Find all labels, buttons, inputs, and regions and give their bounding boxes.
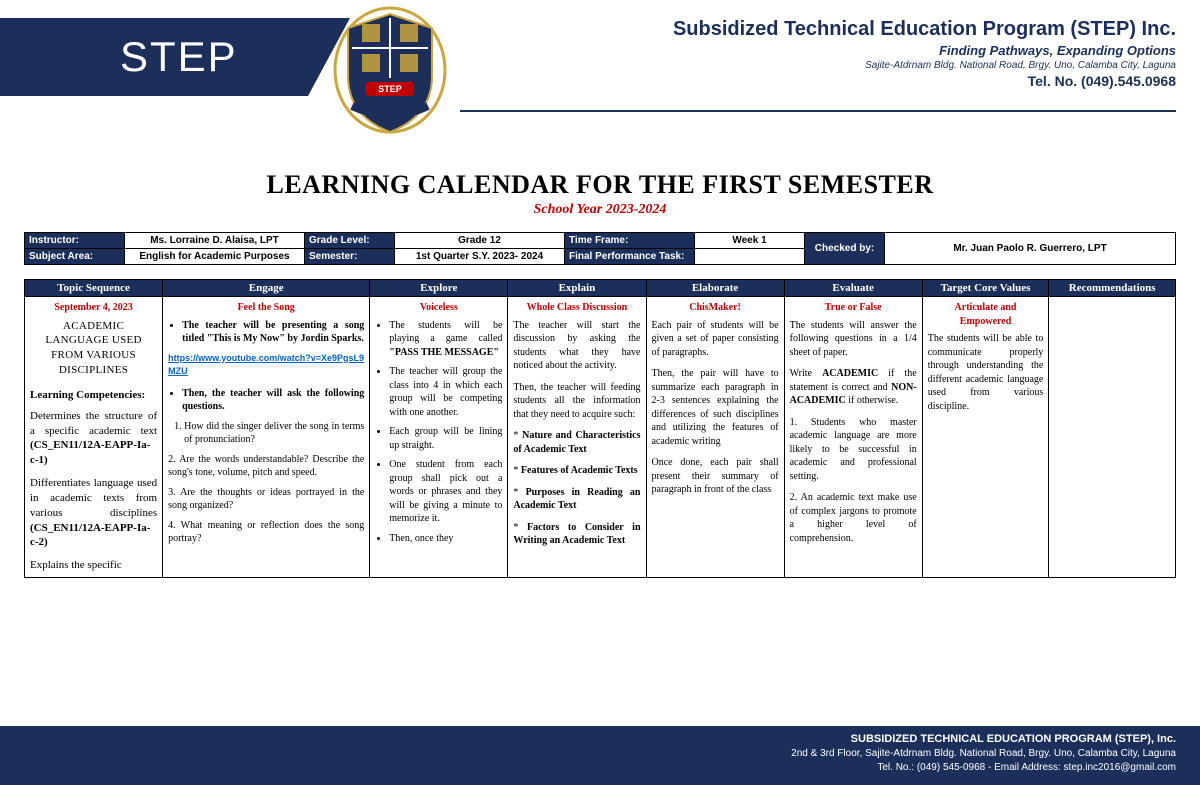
evaluate-p2: Write ACADEMIC if the statement is corre… [790,367,917,408]
explain-head: Whole Class Discussion [513,301,640,315]
col-recommendations: Recommendations [1049,280,1176,297]
col-evaluate: Evaluate [784,280,922,297]
document-title: LEARNING CALENDAR FOR THE FIRST SEMESTER [0,170,1200,200]
org-address: Sajite-Atdrnam Bldg. National Road, Brgy… [673,60,1176,71]
program-acronym: STEP [120,33,238,81]
content-header-row: Topic Sequence Engage Explore Explain El… [25,280,1176,297]
cell-evaluate: True or False The students will answer t… [784,297,922,578]
content-table: Topic Sequence Engage Explore Explain El… [24,279,1176,578]
elaborate-p3: Once done, each pair shall present their… [652,456,779,497]
label-fpt: Final Performance Task: [565,249,695,265]
cell-explore: Voiceless The students will be playing a… [370,297,508,578]
engage-q4: 4. What meaning or reflection does the s… [168,519,364,546]
topic-date: September 4, 2023 [30,301,157,315]
evaluate-q2: 2. An academic text make use of complex … [790,491,917,545]
label-checked: Checked by: [805,233,885,265]
cell-elaborate: ChisMaker! Each pair of students will be… [646,297,784,578]
cell-explain: Whole Class Discussion The teacher will … [508,297,646,578]
header-org-block: Subsidized Technical Education Program (… [673,18,1176,89]
explore-head: Voiceless [375,301,502,315]
footer-org: SUBSIDIZED TECHNICAL EDUCATION PROGRAM (… [24,732,1176,747]
explain-i3: * Purposes in Reading an Academic Text [513,486,640,513]
engage-q2: 2. Are the words understandable? Describ… [168,453,364,480]
explain-i1: * Nature and Characteristics of Academic… [513,429,640,456]
elaborate-p1: Each pair of students will be given a se… [652,319,779,360]
footer-address: 2nd & 3rd Floor, Sajite-Atdrnam Bldg. Na… [24,747,1176,761]
cell-topic: September 4, 2023 ACADEMIC LANGUAGE USED… [25,297,163,578]
org-logo: STEP [332,6,448,136]
engage-link[interactable]: https://www.youtube.com/watch?v=Xe9PgsL9… [168,353,364,377]
topic-title: ACADEMIC LANGUAGE USED FROM VARIOUS DISC… [30,319,157,378]
elaborate-head: ChisMaker! [652,301,779,315]
lc-3: Explains the specific [30,558,157,573]
explore-b4: One student from each group shall pick o… [389,458,502,526]
explain-i2: * Features of Academic Texts [513,464,640,478]
lc-2: Differentiates language used in academic… [30,476,157,550]
label-instructor: Instructor: [25,233,125,249]
value-instructor: Ms. Lorraine D. Alaisa, LPT [125,233,305,249]
value-checked: Mr. Juan Paolo R. Guerrero, LPT [885,233,1176,265]
info-table-wrap: Instructor: Ms. Lorraine D. Alaisa, LPT … [24,232,1176,265]
engage-head: Feel the Song [168,301,364,315]
page-header: STEP STEP Subsidized Technical Education… [0,0,1200,130]
org-name: Subsidized Technical Education Program (… [673,18,1176,41]
svg-text:STEP: STEP [378,84,402,94]
value-grade: Grade 12 [395,233,565,249]
value-timeframe: Week 1 [695,233,805,249]
explain-p2: Then, the teacher will feeding students … [513,381,640,422]
page-footer: SUBSIDIZED TECHNICAL EDUCATION PROGRAM (… [0,726,1200,785]
engage-bullet-1: The teacher will be presenting a song ti… [182,319,364,346]
value-fpt [695,249,805,265]
org-telephone: Tel. No. (049).545.0968 [673,73,1176,89]
content-row: September 4, 2023 ACADEMIC LANGUAGE USED… [25,297,1176,578]
cell-values: Articulate and Empowered The students wi… [922,297,1049,578]
label-timeframe: Time Frame: [565,233,695,249]
document-title-block: LEARNING CALENDAR FOR THE FIRST SEMESTER… [0,170,1200,218]
evaluate-head: True or False [790,301,917,315]
header-divider [460,110,1176,112]
col-topic: Topic Sequence [25,280,163,297]
document-subtitle: School Year 2023-2024 [0,202,1200,218]
lc-1: Determines the structure of a specific a… [30,409,157,468]
org-tagline: Finding Pathways, Expanding Options [673,43,1176,58]
evaluate-q1: 1. Students who master academic language… [790,416,917,484]
col-elaborate: Elaborate [646,280,784,297]
label-grade: Grade Level: [305,233,395,249]
cell-recommendations [1049,297,1176,578]
explore-b3: Each group will be lining up straight. [389,425,502,452]
explore-b1: The students will be playing a game call… [389,319,502,360]
col-engage: Engage [163,280,370,297]
value-semester: 1st Quarter S.Y. 2023- 2024 [395,249,565,265]
content-table-wrap: Topic Sequence Engage Explore Explain El… [24,279,1176,578]
values-head: Articulate and Empowered [928,301,1044,328]
col-values: Target Core Values [922,280,1049,297]
evaluate-p1: The students will answer the following q… [790,319,917,360]
explain-p1: The teacher will start the discussion by… [513,319,640,373]
values-p1: The students will be able to communicate… [928,332,1044,413]
engage-bullet-2: Then, the teacher will ask the following… [182,387,364,414]
explore-b2: The teacher will group the class into 4 … [389,365,502,419]
col-explore: Explore [370,280,508,297]
info-table: Instructor: Ms. Lorraine D. Alaisa, LPT … [24,232,1176,265]
footer-contact: Tel. No.: (049) 545-0968 - Email Address… [24,761,1176,775]
engage-q3: 3. Are the thoughts or ideas portrayed i… [168,486,364,513]
explore-b5: Then, once they [389,532,502,546]
col-explain: Explain [508,280,646,297]
value-subject: English for Academic Purposes [125,249,305,265]
header-banner: STEP [0,18,350,96]
label-subject: Subject Area: [25,249,125,265]
label-semester: Semester: [305,249,395,265]
cell-engage: Feel the Song The teacher will be presen… [163,297,370,578]
elaborate-p2: Then, the pair will have to summarize ea… [652,367,779,448]
lc-heading: Learning Competencies: [30,388,157,403]
engage-q1: How did the singer deliver the song in t… [184,420,364,447]
explain-i4: * Factors to Consider in Writing an Acad… [513,521,640,548]
